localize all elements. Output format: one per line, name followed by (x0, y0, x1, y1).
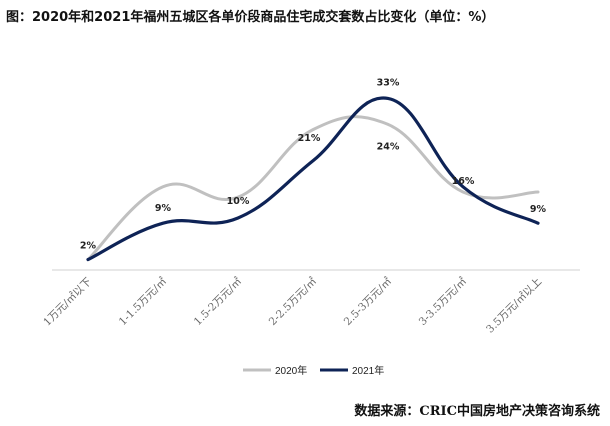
legend: 2020年 2021年 (243, 364, 384, 377)
series-line-2020 (86, 115, 540, 262)
data-source: 数据来源：CRIC中国房地产决策咨询系统 (354, 404, 600, 419)
data-labels: 2% 9% 10% 21% 33% 24% 16% 9% (80, 77, 547, 251)
x-tick-label: 3-3.5万元/㎡ (417, 275, 470, 328)
legend-label-2020: 2020年 (275, 364, 307, 377)
data-label: 9% (530, 204, 547, 215)
data-label: 16% (452, 176, 475, 187)
legend-label-2021: 2021年 (352, 364, 384, 377)
data-label: 2% (80, 241, 97, 252)
x-tick-label: 3.5万元/㎡以上 (484, 276, 544, 336)
data-label: 10% (227, 196, 250, 207)
x-tick-label: 1.5-2万元/㎡ (192, 275, 245, 328)
x-tick-label: 2-2.5万元/㎡ (267, 275, 320, 328)
data-label: 24% (377, 141, 400, 152)
data-label: 33% (377, 77, 400, 88)
data-label: 9% (155, 203, 172, 214)
series-lines (86, 96, 540, 262)
x-tick-label: 1万元/㎡以下 (41, 276, 94, 329)
chart-title: 图：2020年和2021年福州五城区各单价段商品住宅成交套数占比变化（单位：%） (6, 10, 495, 25)
x-tick-label: 1-1.5万元/㎡ (117, 275, 170, 328)
x-tick-labels: 1万元/㎡以下 1-1.5万元/㎡ 1.5-2万元/㎡ 2-2.5万元/㎡ 2.5-3万… (41, 275, 544, 335)
x-tick-label: 2.5-3万元/㎡ (342, 275, 395, 328)
series-line-2021 (86, 96, 540, 262)
data-label: 21% (298, 133, 321, 144)
